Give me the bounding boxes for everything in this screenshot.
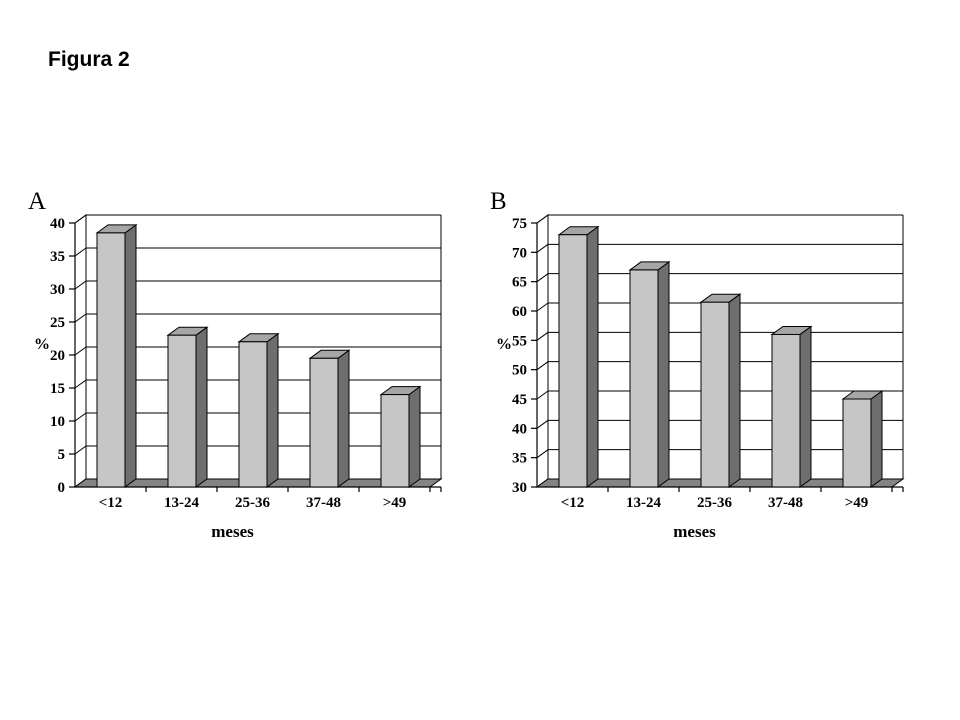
bar-side-face (799, 325, 812, 488)
y-axis-title-b: % (496, 336, 512, 353)
y-grid-connector (536, 214, 549, 224)
x-category-label: 13-24 (164, 495, 199, 511)
bar-side-face (408, 385, 421, 488)
y-grid-connector (74, 247, 87, 257)
y-grid-connector (536, 331, 549, 341)
y-grid-connector (74, 346, 87, 356)
y-grid-connector (74, 280, 87, 290)
y-tick-label: 35 (50, 249, 65, 265)
y-tick-label: 0 (58, 480, 66, 496)
y-tick-label: 40 (512, 421, 527, 437)
y-tick-label: 10 (50, 414, 65, 430)
bar-chart-a: 0 5 10 15 20 25 30 35 40 <12 13-24 25-36 37-48 >49 (50, 214, 443, 511)
y-grid-connector (536, 273, 549, 283)
y-grid-connector (536, 419, 549, 429)
y-tick-label: 60 (512, 304, 527, 320)
y-grid-connector (74, 445, 87, 455)
x-axis-title-b: meses (673, 522, 716, 541)
y-grid-connector (536, 449, 549, 459)
y-tick-label: 65 (512, 275, 527, 291)
y-grid-connector (536, 361, 549, 371)
y-grid-connector (74, 379, 87, 389)
y-axis-title-a: % (34, 336, 50, 353)
bar-front-face (238, 341, 268, 488)
y-tick-label: 30 (50, 282, 65, 298)
bar-front-face (629, 269, 659, 488)
bar-side-face (657, 260, 670, 488)
figure-title: Figura 2 (48, 48, 130, 71)
y-grid-connector (536, 243, 549, 253)
panel-a-label: A (28, 188, 47, 215)
bar-front-face (309, 357, 339, 488)
y-tick-label: 45 (512, 392, 527, 408)
y-grid-connector (536, 302, 549, 312)
bar-front-face (167, 334, 197, 488)
y-grid-connector (536, 390, 549, 400)
y-grid-connector (74, 313, 87, 323)
y-tick-label: 30 (512, 480, 527, 496)
bar-side-face (124, 223, 137, 488)
x-category-label: <12 (99, 495, 123, 511)
y-grid-connector (74, 412, 87, 422)
y-tick-label: 40 (50, 216, 65, 232)
bar-side-face (728, 293, 741, 488)
y-tick-label: 75 (512, 216, 527, 232)
chart-panel-a: A % 0 5 10 15 20 25 30 35 40 <12 13-24 25-36 37-48 >4… (20, 188, 475, 560)
x-category-label: 37-48 (306, 495, 341, 511)
y-tick-label: 5 (58, 447, 66, 463)
x-category-label: >49 (845, 495, 869, 511)
panel-b-label: B (490, 188, 507, 215)
y-tick-label: 70 (512, 245, 527, 261)
y-tick-label: 25 (50, 315, 65, 331)
x-category-label: 13-24 (626, 495, 661, 511)
bar-front-face (842, 398, 872, 488)
chart-side-wall (536, 214, 549, 488)
y-tick-label: 50 (512, 363, 527, 379)
bar-chart-b: 30 35 40 45 50 55 60 65 70 75 <12 13-24 25-36 37-48 >4… (512, 214, 905, 511)
bar-front-face (380, 394, 410, 488)
bar-front-face (700, 301, 730, 488)
y-tick-label: 55 (512, 333, 527, 349)
bar-front-face (558, 234, 588, 488)
bar-side-face (870, 390, 883, 488)
x-category-label: 25-36 (235, 495, 270, 511)
x-category-label: >49 (383, 495, 407, 511)
bar-front-face (96, 232, 126, 488)
x-category-label: 25-36 (697, 495, 732, 511)
bar-side-face (195, 326, 208, 488)
x-category-label: 37-48 (768, 495, 803, 511)
bar-side-face (337, 349, 350, 488)
bar-side-face (586, 225, 599, 488)
y-grid-connector (74, 214, 87, 224)
y-tick-label: 15 (50, 381, 65, 397)
chart-panel-b: B % 30 35 40 45 50 55 60 65 70 75 <12 13-24 25-36 37-… (482, 188, 937, 560)
x-category-label: <12 (561, 495, 585, 511)
bar-side-face (266, 332, 279, 488)
bar-front-face (771, 333, 801, 488)
y-tick-label: 20 (50, 348, 65, 364)
y-tick-label: 35 (512, 451, 527, 467)
x-axis-title-a: meses (211, 522, 254, 541)
